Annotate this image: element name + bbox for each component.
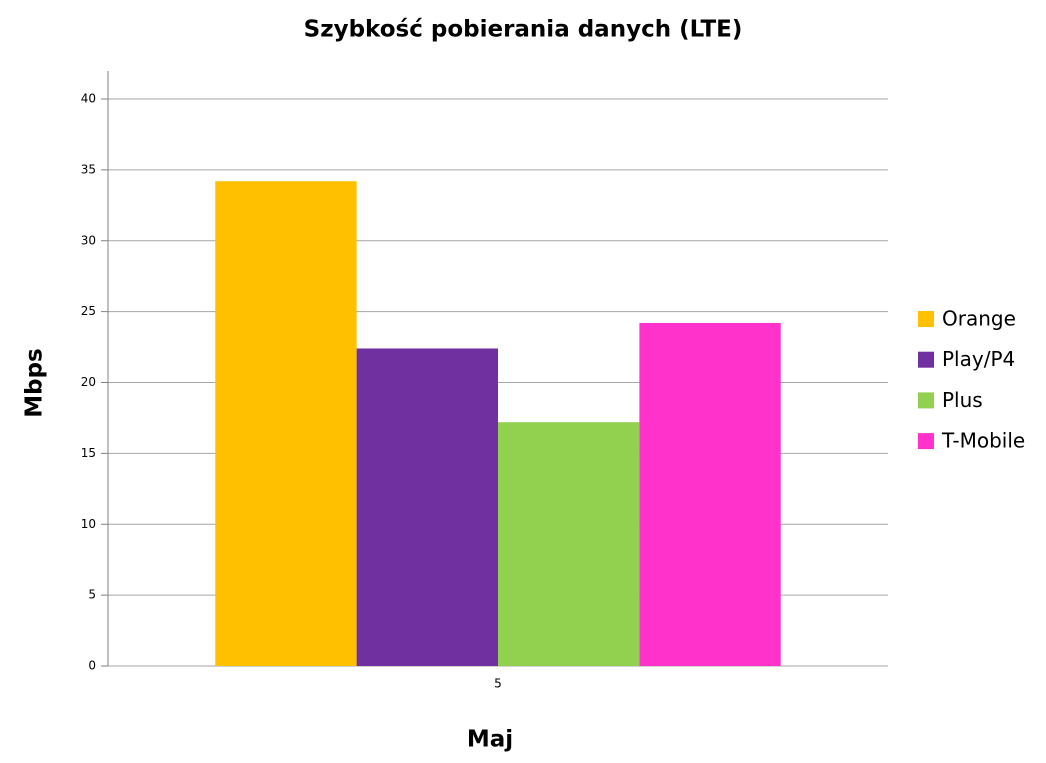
y-tick-label: 15 — [81, 446, 96, 460]
y-tick-label: 5 — [88, 588, 96, 602]
y-tick-label: 20 — [81, 375, 96, 389]
y-tick-label: 35 — [81, 162, 96, 176]
legend-label: Play/P4 — [942, 347, 1015, 371]
chart-title: Szybkość pobierania danych (LTE) — [304, 17, 743, 43]
legend-swatch — [918, 351, 934, 368]
bar — [498, 422, 640, 666]
legend-swatch — [918, 392, 934, 409]
bar — [639, 322, 781, 666]
legend-swatch — [918, 311, 934, 327]
y-tick-label: 40 — [81, 92, 96, 106]
x-tick-label: 5 — [494, 677, 502, 691]
y-tick-label: 25 — [81, 304, 96, 318]
legend-label: T-Mobile — [941, 429, 1025, 453]
y-tick-label: 30 — [81, 233, 96, 247]
legend-label: Plus — [942, 388, 983, 412]
legend-label: Orange — [942, 307, 1016, 331]
x-axis-label: Maj — [467, 727, 513, 753]
y-tick-label: 0 — [88, 659, 96, 673]
y-tick-label: 10 — [81, 517, 96, 531]
bar — [356, 348, 498, 666]
bar — [215, 181, 357, 666]
y-axis-label: Mbps — [22, 348, 48, 418]
legend-swatch — [918, 433, 934, 450]
